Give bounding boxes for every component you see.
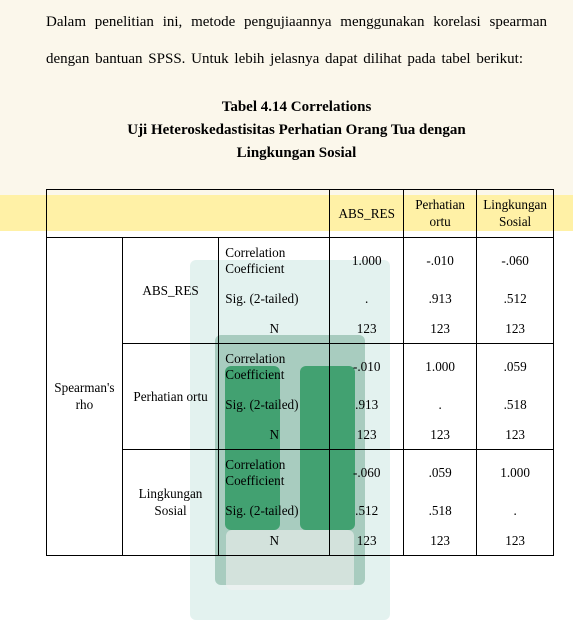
val: -.060: [330, 450, 404, 496]
stat-cc: Correlation Coefficient: [219, 238, 330, 284]
val: .059: [477, 344, 554, 390]
table-row: Spearman's rho ABS_RES Correlation Coeff…: [47, 238, 554, 284]
stat-n: N: [219, 420, 330, 450]
para-line-3: tabel berikut:: [441, 51, 523, 67]
val: 123: [404, 526, 477, 556]
title-line-2: Uji Heteroskedastisitas Perhatian Orang …: [46, 119, 547, 142]
val: 123: [404, 420, 477, 450]
val: .: [330, 284, 404, 314]
title-line-3: Lingkungan Sosial: [46, 142, 547, 165]
val: 123: [477, 526, 554, 556]
val: .059: [404, 450, 477, 496]
var-perhatian: Perhatian ortu: [122, 344, 218, 450]
val: .913: [404, 284, 477, 314]
stat-sig: Sig. (2-tailed): [219, 284, 330, 314]
val: 123: [404, 314, 477, 344]
table-row: Perhatian ortu Correlation Coefficient -…: [47, 344, 554, 390]
header-blank-1: [47, 190, 123, 238]
stat-sig: Sig. (2-tailed): [219, 390, 330, 420]
stat-sig: Sig. (2-tailed): [219, 496, 330, 526]
val: .512: [330, 496, 404, 526]
var-absres: ABS_RES: [122, 238, 218, 344]
val: .: [477, 496, 554, 526]
val: .512: [477, 284, 554, 314]
rowgroup-spearman: Spearman's rho: [47, 238, 123, 556]
val: .518: [404, 496, 477, 526]
val: 123: [330, 526, 404, 556]
table-header-row: ABS_RES Perhatian ortu Lingkungan Sosial: [47, 190, 554, 238]
stat-n: N: [219, 314, 330, 344]
val: 1.000: [330, 238, 404, 284]
correlations-table: ABS_RES Perhatian ortu Lingkungan Sosial…: [46, 189, 554, 556]
val: 123: [477, 420, 554, 450]
val: .913: [330, 390, 404, 420]
val: 123: [330, 314, 404, 344]
header-blank-2: [122, 190, 218, 238]
val: 123: [477, 314, 554, 344]
val: 1.000: [404, 344, 477, 390]
col-header-lingkungan: Lingkungan Sosial: [477, 190, 554, 238]
title-line-1: Tabel 4.14 Correlations: [46, 96, 547, 119]
val: -.010: [404, 238, 477, 284]
val: 123: [330, 420, 404, 450]
var-lingkungan: Lingkungan Sosial: [122, 450, 218, 556]
stat-cc: Correlation Coefficient: [219, 450, 330, 496]
table-row: Lingkungan Sosial Correlation Coefficien…: [47, 450, 554, 496]
val: .: [404, 390, 477, 420]
stat-cc: Correlation Coefficient: [219, 344, 330, 390]
col-header-absres: ABS_RES: [330, 190, 404, 238]
header-blank-3: [219, 190, 330, 238]
val: .518: [477, 390, 554, 420]
val: 1.000: [477, 450, 554, 496]
col-header-perhatian: Perhatian ortu: [404, 190, 477, 238]
para-line-1: Dalam penelitian ini, metode pengujiaann…: [46, 14, 481, 30]
stat-n: N: [219, 526, 330, 556]
table-title-block: Tabel 4.14 Correlations Uji Heteroskedas…: [46, 96, 547, 166]
val: -.010: [330, 344, 404, 390]
val: -.060: [477, 238, 554, 284]
